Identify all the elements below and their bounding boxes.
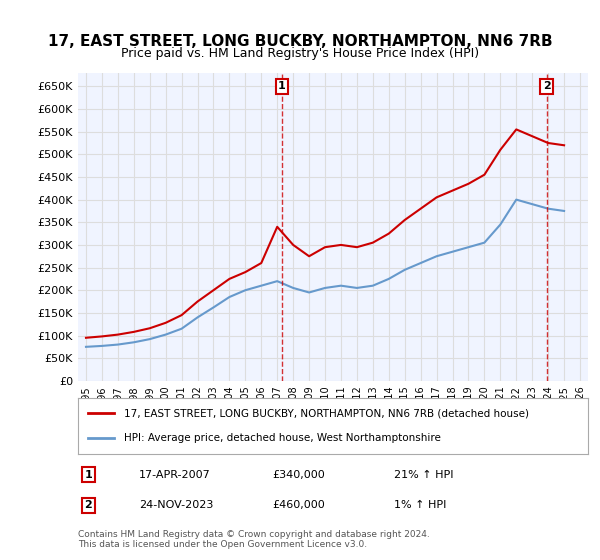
Text: 1: 1 [85, 470, 92, 479]
Text: Price paid vs. HM Land Registry's House Price Index (HPI): Price paid vs. HM Land Registry's House … [121, 46, 479, 60]
Text: This data is licensed under the Open Government Licence v3.0.: This data is licensed under the Open Gov… [78, 540, 367, 549]
Text: 21% ↑ HPI: 21% ↑ HPI [394, 470, 454, 479]
Text: HPI: Average price, detached house, West Northamptonshire: HPI: Average price, detached house, West… [124, 433, 441, 443]
Text: 1: 1 [278, 81, 286, 91]
Text: 2: 2 [85, 501, 92, 510]
Text: £340,000: £340,000 [272, 470, 325, 479]
Text: 17-APR-2007: 17-APR-2007 [139, 470, 211, 479]
Text: 2: 2 [542, 81, 550, 91]
Text: 17, EAST STREET, LONG BUCKBY, NORTHAMPTON, NN6 7RB: 17, EAST STREET, LONG BUCKBY, NORTHAMPTO… [47, 35, 553, 49]
Text: 17, EAST STREET, LONG BUCKBY, NORTHAMPTON, NN6 7RB (detached house): 17, EAST STREET, LONG BUCKBY, NORTHAMPTO… [124, 408, 529, 418]
Text: 24-NOV-2023: 24-NOV-2023 [139, 501, 214, 510]
Text: Contains HM Land Registry data © Crown copyright and database right 2024.: Contains HM Land Registry data © Crown c… [78, 530, 430, 539]
Text: £460,000: £460,000 [272, 501, 325, 510]
Text: 1% ↑ HPI: 1% ↑ HPI [394, 501, 446, 510]
